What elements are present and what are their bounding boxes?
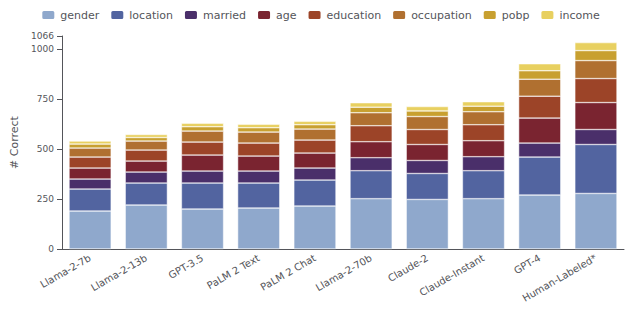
svg-text:occupation: occupation <box>411 9 472 22</box>
svg-text:Human-Labeled*: Human-Labeled* <box>520 252 598 304</box>
svg-text:# Correct: # Correct <box>8 115 21 169</box>
svg-text:Llama-2-13b: Llama-2-13b <box>89 252 149 293</box>
svg-text:income: income <box>559 9 600 22</box>
svg-text:location: location <box>129 9 173 22</box>
svg-text:1066: 1066 <box>31 31 54 41</box>
svg-text:250: 250 <box>37 194 54 204</box>
svg-text:Claude-2: Claude-2 <box>386 252 430 284</box>
svg-text:0: 0 <box>48 244 54 254</box>
svg-text:gender: gender <box>60 9 99 22</box>
svg-text:pobp: pobp <box>502 9 530 22</box>
svg-text:Claude-Instant: Claude-Instant <box>418 252 487 298</box>
svg-text:PaLM 2 Text: PaLM 2 Text <box>205 252 261 291</box>
svg-text:married: married <box>203 9 246 22</box>
svg-text:GPT-3.5: GPT-3.5 <box>166 252 205 281</box>
svg-text:Llama-2-7b: Llama-2-7b <box>38 252 92 290</box>
svg-text:750: 750 <box>37 94 54 104</box>
svg-text:Llama-2-70b: Llama-2-70b <box>314 252 374 293</box>
svg-text:education: education <box>327 9 382 22</box>
svg-text:PaLM 2 Chat: PaLM 2 Chat <box>259 252 318 293</box>
svg-text:age: age <box>276 9 297 22</box>
svg-text:500: 500 <box>37 144 54 154</box>
svg-text:1000: 1000 <box>31 44 54 54</box>
svg-text:GPT-4: GPT-4 <box>512 252 543 276</box>
